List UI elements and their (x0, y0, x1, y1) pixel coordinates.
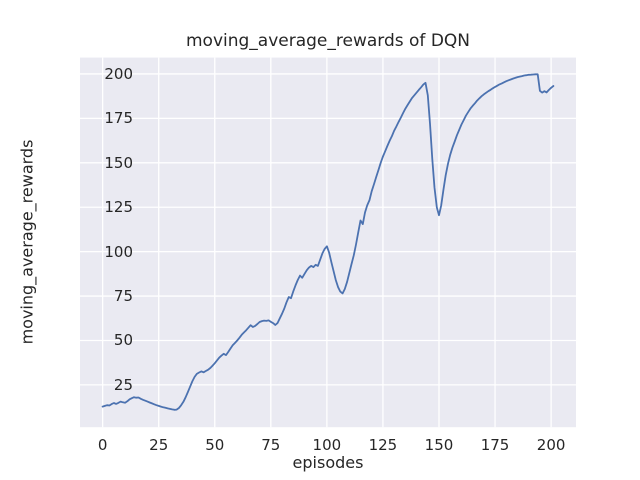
x-tick-label: 175 (480, 436, 510, 454)
y-tick-label: 75 (113, 287, 133, 306)
x-tick-label: 200 (536, 436, 566, 454)
x-tick-label: 125 (368, 436, 398, 454)
y-tick-label: 200 (104, 64, 133, 83)
x-tick-label: 50 (205, 436, 225, 454)
y-tick-label: 175 (104, 109, 133, 128)
x-tick-label: 75 (261, 436, 281, 454)
x-axis-label: episodes (292, 453, 364, 472)
axes-background (80, 57, 576, 428)
y-tick-label: 150 (104, 153, 133, 172)
reward-line (101, 73, 555, 411)
chart-title: moving_average_rewards of DQN (185, 31, 471, 51)
y-tick-label: 50 (113, 331, 133, 350)
x-tick-label: 100 (312, 436, 342, 454)
y-tick-label: 100 (104, 242, 133, 261)
x-tick-label: 150 (424, 436, 454, 454)
x-tick-label: 25 (149, 436, 169, 454)
x-tick-label: 0 (97, 436, 108, 454)
y-tick-label: 25 (113, 375, 133, 394)
y-tick-label: 125 (104, 198, 133, 217)
